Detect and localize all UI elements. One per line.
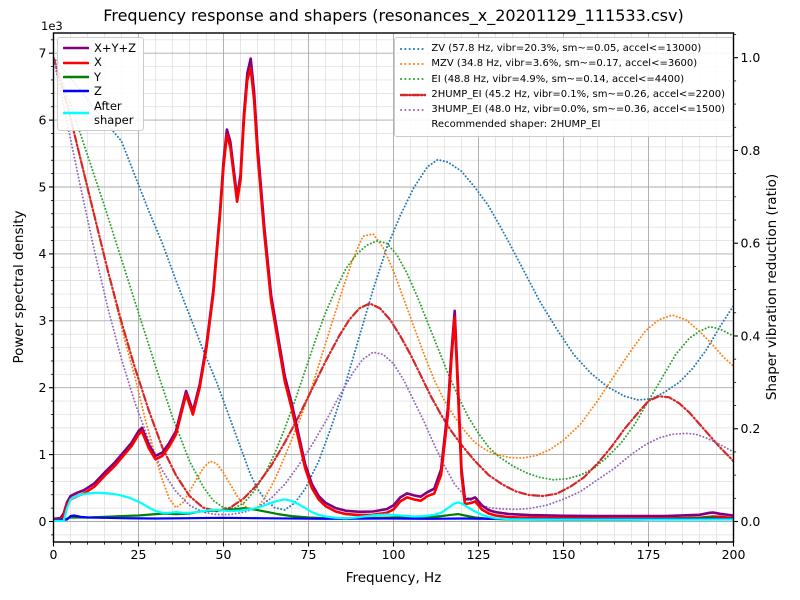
legend-label: Y bbox=[94, 69, 102, 84]
legend-swatch-dotted bbox=[400, 62, 427, 65]
legend-swatch-solid bbox=[63, 90, 89, 93]
legend-swatch-solid bbox=[63, 61, 89, 64]
tick-label: 0.4 bbox=[741, 328, 761, 343]
tick-label: 1 bbox=[39, 447, 47, 462]
x-axis-label: Frequency, Hz bbox=[345, 570, 442, 586]
tick-label: 0.0 bbox=[741, 514, 761, 529]
series-2hump_ei bbox=[53, 56, 734, 513]
tick-label: 25 bbox=[131, 547, 147, 562]
tick-label: 5 bbox=[39, 179, 47, 194]
tick-label: 1.0 bbox=[741, 50, 761, 65]
tick-label: 4 bbox=[39, 246, 47, 261]
legend-entry: Y bbox=[63, 70, 136, 84]
legend-label: 3HUMP_EI (48.0 Hz, vibr=0.0%, sm~=0.36, … bbox=[431, 104, 725, 116]
chart-title: Frequency response and shapers (resonanc… bbox=[103, 6, 684, 25]
series-group bbox=[53, 56, 734, 522]
tick-label: 100 bbox=[382, 547, 406, 562]
legend-label: EI (48.8 Hz, vibr=4.9%, sm~=0.14, accel<… bbox=[431, 73, 685, 85]
legend-swatch-solid bbox=[63, 111, 89, 115]
ticks: 0 25 50 75 100 125 150 175 200 0 1 2 3 4 5 6 7 0.0 0.2 0.4 0… bbox=[39, 34, 761, 562]
legend-label: Recommended shaper: 2HUMP_EI bbox=[431, 119, 601, 131]
tick-label: 6 bbox=[39, 112, 47, 127]
tick-label: 75 bbox=[301, 547, 317, 562]
legend-swatch-dotted bbox=[400, 78, 427, 81]
series-after-shaper bbox=[53, 491, 734, 522]
legend-swatch-solid bbox=[63, 46, 89, 50]
legend-label: ZV (57.8 Hz, vibr=20.3%, sm~=0.05, accel… bbox=[431, 43, 702, 54]
legend-entry: X bbox=[63, 55, 136, 69]
y-left-axis-label: Power spectral density bbox=[11, 210, 27, 364]
tick-label: 0 bbox=[50, 547, 58, 562]
legend-entry: 3HUMP_EI (48.0 Hz, vibr=0.0%, sm~=0.36, … bbox=[400, 102, 725, 117]
legend-psd: X+Y+Z X Y Z After shaper bbox=[57, 37, 145, 132]
tick-label: 2 bbox=[39, 380, 47, 395]
series-mzv bbox=[53, 56, 734, 511]
legend-label: X bbox=[94, 55, 102, 70]
legend-swatch-dashdot bbox=[400, 93, 427, 96]
legend-entry: X+Y+Z bbox=[63, 41, 136, 55]
legend-label: MZV (34.8 Hz, vibr=3.6%, sm~=0.17, accel… bbox=[431, 58, 698, 70]
legend-entry: 2HUMP_EI (45.2 Hz, vibr=0.1%, sm~=0.26, … bbox=[400, 87, 725, 102]
tick-label: 3 bbox=[39, 313, 47, 328]
tick-label: 150 bbox=[552, 547, 576, 562]
y-right-axis-label: Shaper vibration reduction (ratio) bbox=[764, 173, 780, 401]
tick-label: 0 bbox=[39, 514, 47, 529]
legend-label: X+Y+Z bbox=[94, 41, 137, 55]
legend-label: After shaper bbox=[94, 98, 134, 128]
series-x bbox=[53, 66, 734, 521]
tick-label: 125 bbox=[467, 547, 491, 562]
legend-entry: After shaper bbox=[63, 99, 136, 128]
tick-label: 7 bbox=[39, 46, 47, 61]
legend-swatch-solid bbox=[63, 75, 89, 79]
legend-shapers: ZV (57.8 Hz, vibr=20.3%, sm~=0.05, accel… bbox=[394, 37, 733, 137]
series-ei bbox=[53, 56, 734, 510]
series-zv bbox=[53, 56, 734, 511]
legend-swatch-dotted bbox=[400, 47, 427, 50]
legend-entry: Z bbox=[63, 84, 136, 98]
legend-entry: EI (48.8 Hz, vibr=4.9%, sm~=0.14, accel<… bbox=[400, 72, 725, 87]
legend-entry: MZV (34.8 Hz, vibr=3.6%, sm~=0.17, accel… bbox=[400, 56, 725, 71]
legend-label: 2HUMP_EI (45.2 Hz, vibr=0.1%, sm~=0.26, … bbox=[431, 88, 725, 100]
tick-label: 50 bbox=[216, 547, 232, 562]
tick-label: 0.6 bbox=[741, 236, 761, 251]
tick-label: 200 bbox=[722, 547, 746, 562]
legend-entry: Recommended shaper: 2HUMP_EI bbox=[400, 117, 725, 132]
tick-label: 0.2 bbox=[741, 421, 761, 436]
series-3hump_ei bbox=[53, 56, 734, 516]
legend-label: Z bbox=[94, 84, 102, 99]
tick-label: 0.8 bbox=[741, 143, 761, 158]
y-left-offset-text: 1e3 bbox=[41, 19, 63, 33]
legend-swatch-dotted bbox=[400, 108, 427, 111]
legend-entry: ZV (57.8 Hz, vibr=20.3%, sm~=0.05, accel… bbox=[400, 41, 725, 56]
tick-label: 175 bbox=[637, 547, 661, 562]
